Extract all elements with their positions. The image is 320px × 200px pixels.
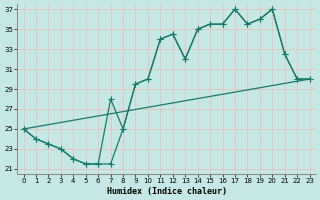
X-axis label: Humidex (Indice chaleur): Humidex (Indice chaleur) <box>107 187 227 196</box>
